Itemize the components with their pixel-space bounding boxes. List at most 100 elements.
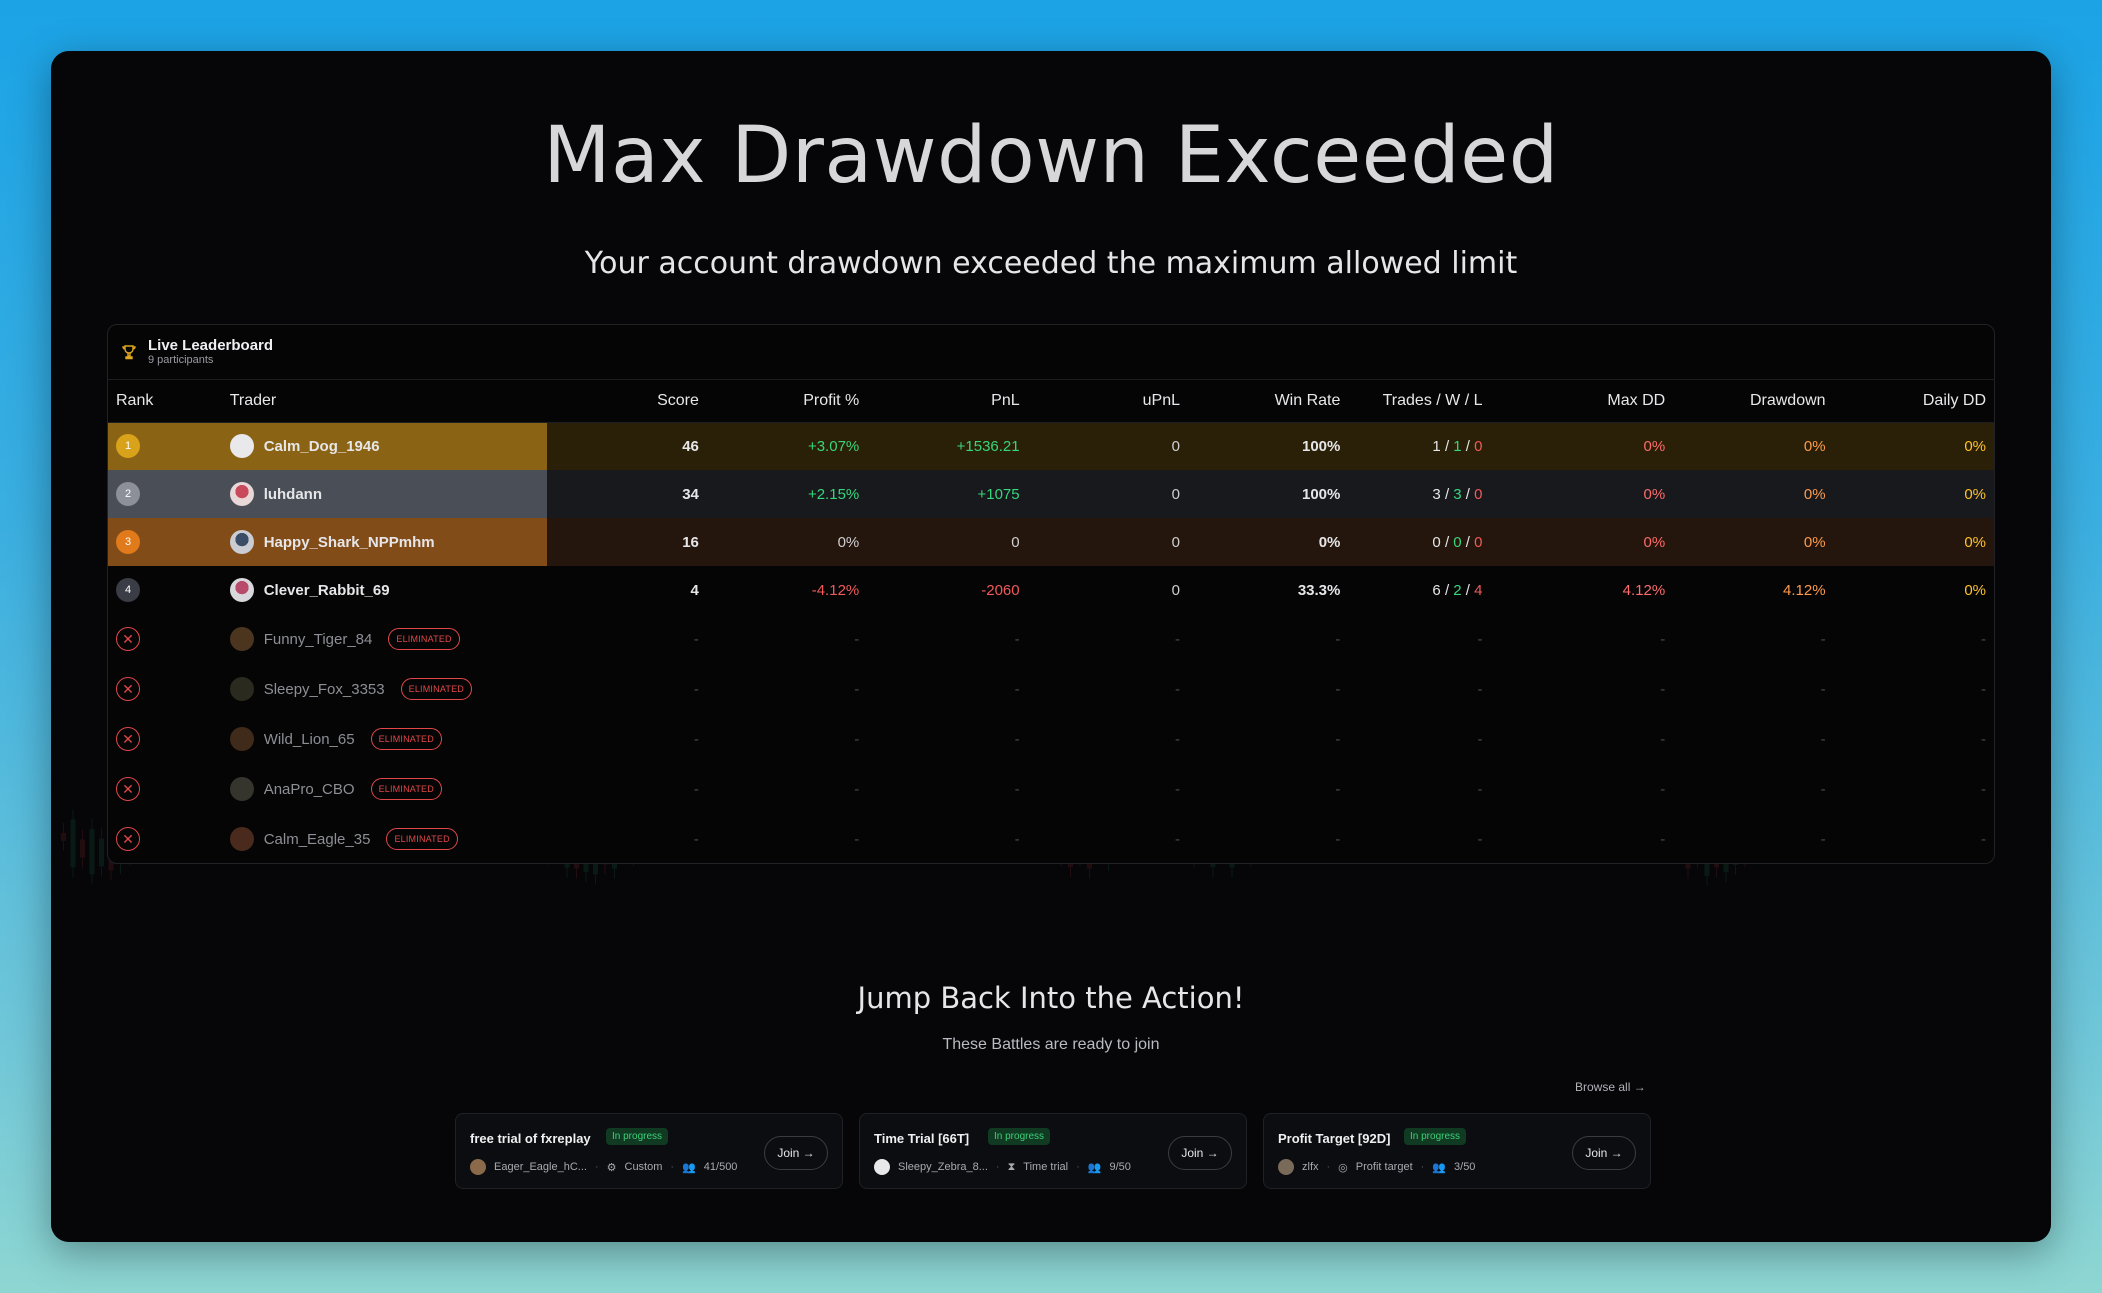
col-drawdown: Drawdown xyxy=(1673,380,1834,423)
empty-cell: - xyxy=(1820,630,1826,648)
separator: · xyxy=(995,1161,1000,1173)
join-button[interactable]: Join → xyxy=(764,1136,828,1170)
separator: / xyxy=(1444,533,1450,551)
join-button[interactable]: Join → xyxy=(1168,1136,1232,1170)
empty-cell: - xyxy=(854,680,860,698)
separator: · xyxy=(1076,1161,1080,1173)
app-window: Max Drawdown Exceeded Your account drawd… xyxy=(51,51,2051,1242)
profit-pct: +3.07% xyxy=(706,422,868,470)
empty-cell: - xyxy=(1820,730,1826,748)
table-row[interactable]: 1 Calm_Dog_1946 46 +3.07% +1536.21 0 100… xyxy=(108,422,1994,470)
separator: · xyxy=(670,1161,675,1173)
col-upnl: uPnL xyxy=(1027,380,1188,423)
daily-dd: 0% xyxy=(1833,422,1994,470)
battle-title: free trial of fxreplay xyxy=(470,1131,591,1146)
table-row[interactable]: 3 Happy_Shark_NPPmhm 16 0% 0 0 0% 0 / 0 … xyxy=(108,518,1994,566)
empty-cell: - xyxy=(693,780,699,798)
empty-cell: - xyxy=(1014,780,1020,798)
empty-cell: - xyxy=(1660,830,1666,848)
trader-name: Clever_Rabbit_69 xyxy=(263,581,390,599)
win-rate: 100% xyxy=(1188,470,1349,518)
col-dailydd: Daily DD xyxy=(1833,380,1994,423)
col-score: Score xyxy=(546,380,707,423)
avatar xyxy=(470,1159,486,1175)
empty-cell: - xyxy=(1014,630,1020,648)
upnl: 0 xyxy=(1027,422,1188,470)
empty-cell: - xyxy=(1014,830,1020,848)
battle-meta: zlfx · ◎ Profit target · 👥 3/50 xyxy=(1278,1159,1475,1175)
avatar xyxy=(229,777,254,801)
trades-wl: 0 / 0 / 0 xyxy=(1348,518,1491,566)
eliminated-badge: ELIMINATED xyxy=(370,728,442,750)
x-circle-icon: ✕ xyxy=(116,677,140,701)
table-row[interactable]: ✕ Funny_Tiger_84 ELIMINATED - - - - - - - - - xyxy=(108,614,1994,664)
score: 34 xyxy=(546,470,707,518)
participant-count: 41/500 xyxy=(703,1161,738,1173)
participant-count: 3/50 xyxy=(1454,1161,1476,1173)
table-row[interactable]: 4 Clever_Rabbit_69 4 -4.12% -2060 0 33.3… xyxy=(108,566,1994,614)
separator: · xyxy=(1326,1161,1331,1173)
avatar xyxy=(229,530,254,554)
x-circle-icon: ✕ xyxy=(116,727,140,751)
empty-cell: - xyxy=(1981,730,1986,748)
trader-name: luhdann xyxy=(263,485,323,503)
battle-meta: Sleepy_Zebra_8... · ⧗ Time trial · 👥 9/5… xyxy=(874,1159,1131,1175)
browse-all-link[interactable]: Browse all → xyxy=(1575,1080,1646,1094)
max-dd: 0% xyxy=(1490,518,1674,566)
upnl: 0 xyxy=(1027,518,1188,566)
upnl: 0 xyxy=(1171,581,1180,599)
empty-cell: - xyxy=(1014,730,1020,748)
table-row[interactable]: ✕ Sleepy_Fox_3353 ELIMINATED - - - - - - - - - xyxy=(108,664,1994,714)
battle-meta: Eager_Eagle_hC... · ⚙ Custom · 👥 41/500 xyxy=(470,1159,737,1175)
wins-count: 2 xyxy=(1453,581,1462,599)
trophy-icon xyxy=(120,343,138,361)
table-row[interactable]: ✕ Calm_Eagle_35 ELIMINATED - - - - - - - - - xyxy=(108,814,1994,863)
leaderboard-table: Rank Trader Score Profit % PnL uPnL Win … xyxy=(108,380,1994,863)
join-button[interactable]: Join → xyxy=(1572,1136,1636,1170)
win-rate: 33.3% xyxy=(1297,581,1341,599)
separator: / xyxy=(1465,437,1470,455)
participant-count: 9/50 xyxy=(1109,1161,1131,1173)
battle-card[interactable]: free trial of fxreplay In progress Eager… xyxy=(455,1113,843,1189)
separator: · xyxy=(1420,1161,1425,1173)
table-row[interactable]: ✕ AnaPro_CBO ELIMINATED - - - - - - - - - xyxy=(108,764,1994,814)
profit-pct: 0% xyxy=(706,518,868,566)
status-badge: In progress xyxy=(606,1128,669,1145)
separator: / xyxy=(1444,437,1450,455)
rank-badge: 3 xyxy=(116,530,140,554)
score: 46 xyxy=(546,422,707,470)
empty-cell: - xyxy=(1820,680,1826,698)
daily-dd: 0% xyxy=(1833,518,1994,566)
leaderboard-title: Live Leaderboard xyxy=(148,336,274,354)
empty-cell: - xyxy=(1335,830,1341,848)
empty-cell: - xyxy=(1175,780,1180,798)
empty-cell: - xyxy=(854,730,860,748)
avatar xyxy=(1278,1159,1294,1175)
empty-cell: - xyxy=(1335,680,1341,698)
jump-back-title: Jump Back Into the Action! xyxy=(857,981,1245,1015)
status-badge: In progress xyxy=(988,1128,1051,1145)
battle-card[interactable]: Profit Target [92D] In progress zlfx · ◎… xyxy=(1263,1113,1651,1189)
battle-title: Profit Target [92D] xyxy=(1278,1131,1391,1146)
battle-title: Time Trial [66T] xyxy=(874,1131,970,1146)
trades-wl: 3 / 3 / 0 xyxy=(1348,470,1491,518)
drawdown: 4.12% xyxy=(1783,581,1826,599)
wins-count: 3 xyxy=(1453,485,1462,503)
trades-count: 0 xyxy=(1432,533,1441,551)
daily-dd: 0% xyxy=(1833,470,1994,518)
live-leaderboard: Live Leaderboard 9 participants Rank Tra… xyxy=(107,324,1995,864)
battle-card[interactable]: Time Trial [66T] In progress Sleepy_Zebr… xyxy=(859,1113,1247,1189)
table-row[interactable]: ✕ Wild_Lion_65 ELIMINATED - - - - - - - - - xyxy=(108,714,1994,764)
table-row[interactable]: 2 luhdann 34 +2.15% +1075 0 100% 3 / 3 /… xyxy=(108,470,1994,518)
separator: / xyxy=(1444,485,1450,503)
trader-name: AnaPro_CBO xyxy=(263,780,355,798)
battle-creator: Sleepy_Zebra_8... xyxy=(898,1161,988,1173)
empty-cell: - xyxy=(854,630,860,648)
empty-cell: - xyxy=(1660,680,1666,698)
avatar xyxy=(229,677,254,701)
eliminated-badge: ELIMINATED xyxy=(388,628,460,650)
avatar xyxy=(229,627,254,651)
separator: / xyxy=(1444,581,1450,599)
hourglass-icon: ⧗ xyxy=(1007,1160,1016,1173)
avatar xyxy=(229,434,254,459)
